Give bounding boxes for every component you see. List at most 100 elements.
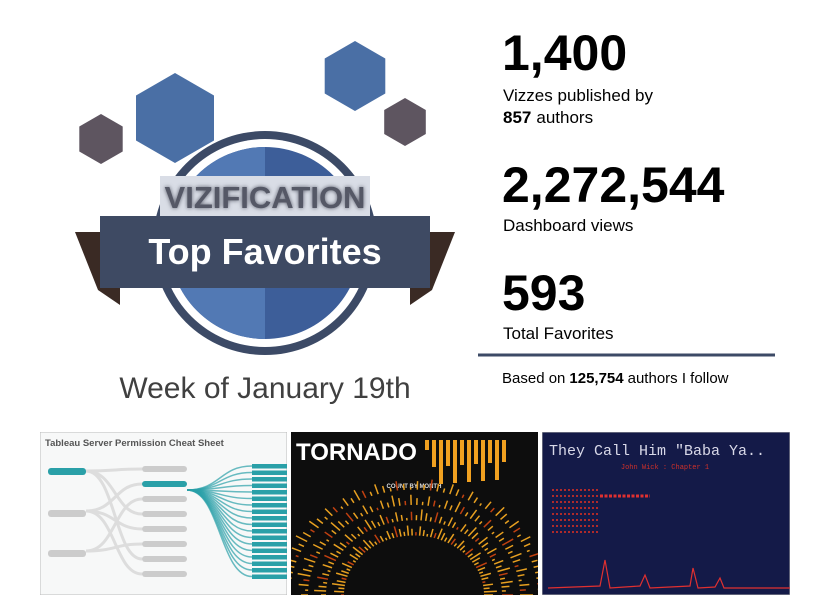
spoke [355, 553, 361, 558]
stat-text: Vizzes published by [503, 86, 653, 105]
spoke [308, 564, 314, 568]
ribbon [100, 216, 430, 288]
bar [481, 440, 485, 481]
spoke [338, 587, 345, 590]
spoke [514, 564, 519, 568]
spoke [291, 565, 295, 568]
spoke [483, 587, 490, 590]
spoke [319, 541, 327, 546]
pill [252, 483, 287, 488]
spoke [297, 572, 311, 577]
thumb-art [48, 464, 287, 579]
spoke [347, 561, 355, 566]
pill [252, 470, 287, 475]
spoke [391, 532, 395, 539]
spoke [344, 520, 350, 525]
pill [252, 548, 287, 553]
spoke [467, 491, 474, 501]
spoke [364, 546, 369, 551]
spoke [433, 532, 437, 539]
spoke [391, 495, 396, 507]
spoke [467, 553, 473, 558]
spoke [352, 512, 359, 520]
pill [252, 516, 287, 521]
week-label: Week of January 19th [119, 372, 410, 405]
spoke [298, 543, 305, 548]
spoke [336, 550, 342, 555]
spoke [462, 549, 466, 553]
spoke [475, 562, 488, 569]
spoke [447, 533, 455, 544]
spoke [481, 577, 489, 581]
spoke [464, 529, 469, 535]
spoke [362, 505, 369, 515]
spoke [333, 543, 344, 552]
pill [252, 522, 287, 527]
spoke [291, 559, 297, 563]
spoke [459, 506, 465, 515]
flow [85, 542, 143, 553]
spoke [308, 520, 319, 529]
spoke [517, 573, 525, 577]
spoke [324, 531, 333, 539]
spoke [352, 560, 357, 563]
spoke [482, 581, 486, 584]
spoke [337, 520, 345, 528]
spoke [386, 502, 390, 508]
spoke [483, 590, 497, 593]
spoke [504, 544, 514, 550]
pill [252, 464, 287, 469]
spoke [326, 539, 330, 542]
spoke [403, 531, 406, 537]
bar [453, 440, 457, 483]
stat-count-text: authors [536, 108, 593, 127]
pill [252, 568, 287, 573]
spoke [397, 497, 401, 506]
thumbnail[interactable]: TORNADO COUNT BY MONTH [279, 432, 549, 595]
footnote-suffix: authors I follow [628, 370, 729, 387]
spoke [507, 550, 513, 555]
timeline [547, 559, 790, 589]
spoke [322, 563, 333, 569]
spoke [309, 554, 318, 559]
spoke [386, 530, 391, 540]
thumb-subtitle: John Wick : Chapter 1 [621, 464, 709, 472]
spoke [310, 528, 315, 533]
spoke [474, 515, 481, 522]
spoke [529, 552, 538, 558]
spoke [398, 528, 402, 537]
spoke [422, 530, 425, 537]
footnote-number: 125,754 [569, 370, 624, 387]
pill [252, 542, 287, 547]
spoke [317, 576, 329, 580]
spoke [377, 521, 381, 527]
spoke [493, 559, 504, 565]
spoke [391, 518, 394, 523]
hexagon [324, 41, 386, 111]
spoke [291, 547, 302, 553]
spoke [437, 528, 443, 540]
spoke [291, 571, 293, 574]
spoke [459, 545, 466, 551]
thumbnail[interactable]: They Call Him "Baba Ya.. John Wick : Cha… [542, 432, 790, 595]
spoke [484, 547, 489, 552]
spoke [491, 531, 495, 535]
spoke [314, 589, 327, 592]
spoke [498, 572, 508, 577]
stat-text: 857 authors [503, 108, 593, 127]
spoke [374, 541, 378, 546]
hexagon [136, 73, 214, 163]
spoke [389, 487, 392, 492]
pill [48, 550, 86, 557]
thumbnail[interactable]: Tableau Server Permission Cheat Sheet [40, 432, 287, 595]
footnote-prefix: Based on [502, 370, 565, 387]
spoke [303, 579, 310, 582]
spoke [497, 567, 511, 573]
thumb-title: They Call Him "Baba Ya.. [549, 443, 765, 460]
bar [439, 440, 443, 484]
spoke [352, 546, 364, 556]
spoke [474, 537, 480, 542]
spoke [501, 538, 514, 546]
spoke [361, 490, 367, 499]
spoke [324, 508, 333, 517]
